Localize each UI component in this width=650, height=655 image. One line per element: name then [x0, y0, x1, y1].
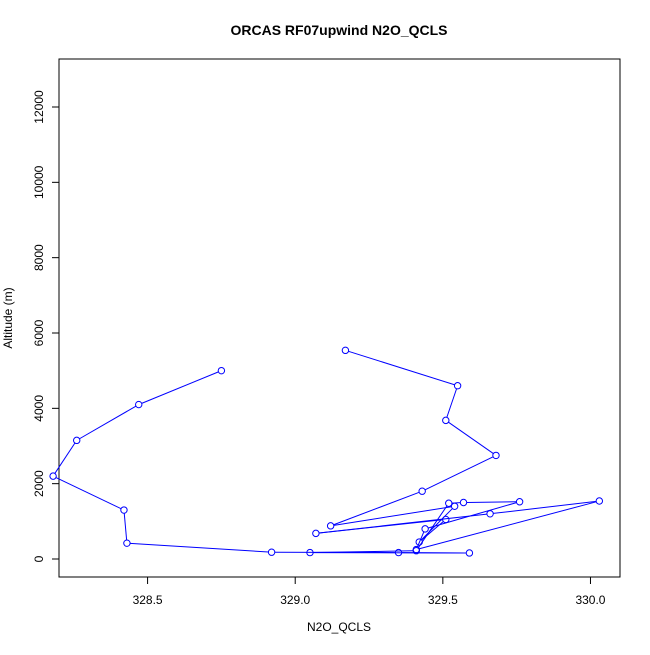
series-line-segment: [467, 502, 517, 503]
x-axis-label: N2O_QCLS: [307, 620, 371, 634]
y-tick-label: 8000: [32, 244, 46, 271]
y-axis-label: Altitude (m): [1, 287, 15, 348]
y-tick-label: 12000: [32, 90, 46, 124]
y-tick-label: 4000: [32, 395, 46, 422]
x-tick-label: 329.0: [280, 593, 310, 607]
y-tick-label: 0: [32, 555, 46, 562]
chart-title: ORCAS RF07upwind N2O_QCLS: [230, 22, 447, 38]
y-tick-label: 10000: [32, 165, 46, 199]
x-tick-label: 328.5: [133, 593, 163, 607]
y-tick-label: 2000: [32, 470, 46, 497]
x-tick-label: 330.0: [575, 593, 605, 607]
y-tick-label: 6000: [32, 319, 46, 346]
x-tick-label: 329.5: [428, 593, 458, 607]
